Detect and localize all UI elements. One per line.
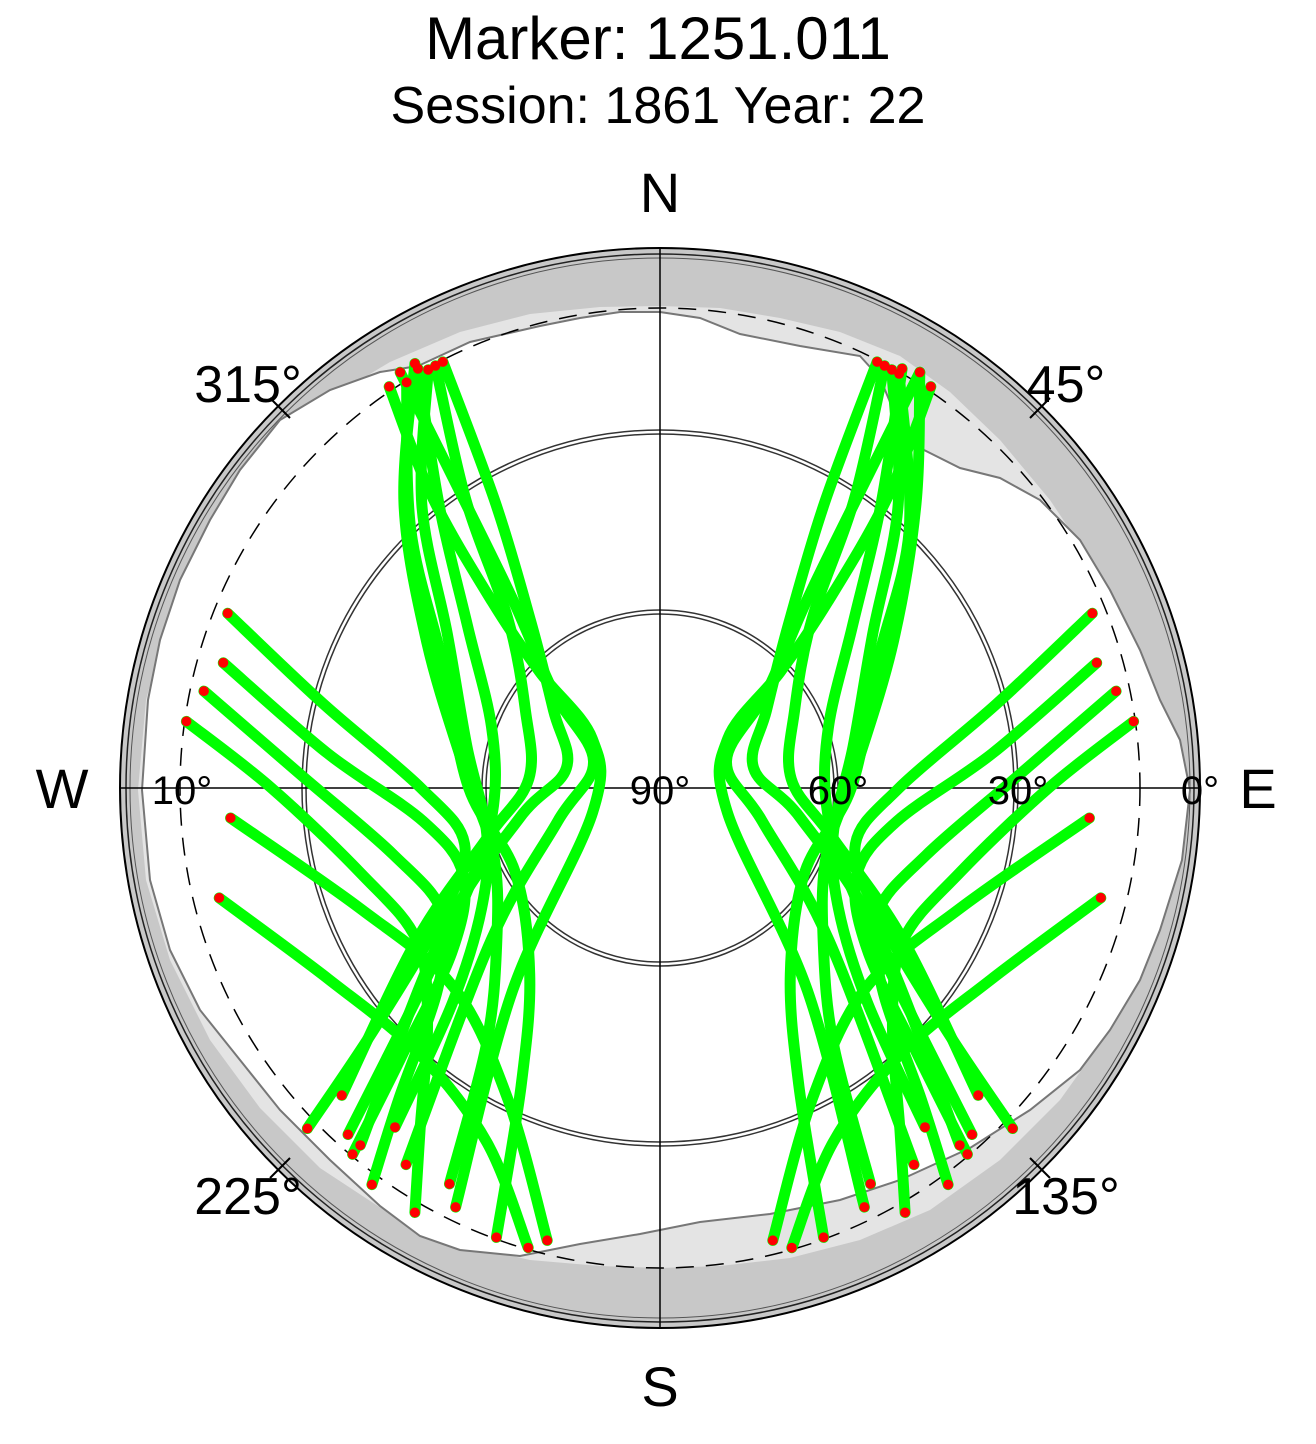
track-endpoint-15-set: [909, 1159, 919, 1170]
cardinal-n: N: [640, 161, 680, 224]
track-endpoint-13-set: [973, 1090, 984, 1101]
track-endpoint-4-rise: [412, 363, 423, 374]
elevation-label-10: 10°: [152, 769, 213, 813]
track-endpoint-12-set: [967, 1129, 977, 1140]
satellite-track-3: [389, 364, 494, 1133]
track-endpoint-28-rise: [1084, 813, 1095, 823]
satellite-track-6: [354, 356, 574, 1151]
track-endpoint-23-set: [962, 1149, 973, 1160]
track-endpoint-7-rise: [395, 367, 406, 378]
track-endpoint-1-set: [491, 1232, 502, 1243]
track-endpoint-17-rise: [181, 716, 192, 727]
track-endpoint-8-set: [450, 1202, 461, 1213]
satellite-track-11: [826, 364, 931, 1133]
track-endpoint-16-set: [859, 1202, 870, 1213]
satellite-track-26: [786, 892, 1107, 1254]
satellite-track-7: [394, 366, 599, 1171]
satellite-track-21: [886, 715, 1140, 1218]
track-endpoint-18-set: [366, 1179, 377, 1190]
track-endpoint-26-set: [786, 1242, 797, 1253]
satellite-track-27: [225, 812, 553, 1246]
elevation-label-30: 30°: [988, 769, 1049, 813]
track-endpoint-19-set: [347, 1149, 358, 1160]
satellite-track-16: [713, 381, 937, 1213]
azimuth-label-315: 315°: [194, 356, 302, 414]
track-endpoint-26-rise: [1095, 892, 1106, 903]
track-endpoint-5-set: [336, 1090, 347, 1101]
track-endpoint-10-set: [865, 1178, 876, 1189]
azimuth-tick-315: [269, 397, 291, 419]
satellite-track-20: [222, 607, 471, 1134]
azimuth-tick-45: [1029, 397, 1051, 419]
satellite-tracks: [180, 356, 1140, 1254]
track-endpoint-4-set: [343, 1129, 353, 1140]
track-endpoint-9-set: [818, 1232, 829, 1243]
azimuth-tick-135: [1029, 1157, 1051, 1179]
track-endpoint-7-set: [401, 1159, 411, 1170]
track-endpoint-8-rise: [384, 381, 395, 392]
elevation-label-90: 90°: [630, 769, 691, 813]
cardinal-s: S: [641, 1355, 678, 1418]
track-endpoint-13-rise: [879, 360, 890, 371]
track-endpoint-25-set: [523, 1242, 534, 1253]
elevation-label-60: 60°: [808, 769, 869, 813]
track-endpoint-14-rise: [872, 356, 883, 367]
track-endpoint-16-rise: [925, 381, 936, 392]
track-endpoint-28-set: [767, 1235, 778, 1246]
satellite-track-25: [213, 892, 534, 1254]
track-endpoint-21-rise: [1128, 716, 1139, 727]
chart-title: Marker: 1251.011: [425, 5, 891, 72]
satellite-track-8: [383, 381, 607, 1213]
track-endpoint-27-set: [542, 1235, 553, 1246]
azimuth-tick-225: [269, 1157, 291, 1179]
track-endpoint-20-rise: [222, 608, 233, 619]
track-endpoint-24-rise: [1087, 608, 1098, 619]
satellite-track-17: [180, 715, 434, 1218]
track-endpoint-11-set: [920, 1122, 930, 1133]
track-endpoint-19-rise: [218, 657, 229, 668]
satellite-track-24: [849, 607, 1098, 1134]
chart-subtitle: Session: 1861 Year: 22: [390, 77, 926, 135]
azimuth-label-45: 45°: [1027, 356, 1106, 414]
track-endpoint-25-rise: [214, 892, 225, 903]
track-endpoint-23-rise: [1091, 657, 1102, 668]
satellite-track-15: [721, 366, 926, 1171]
track-endpoint-2-set: [444, 1178, 455, 1189]
track-endpoint-20-set: [302, 1123, 313, 1134]
track-endpoint-5-rise: [430, 360, 441, 371]
cardinal-e: E: [1239, 757, 1276, 820]
azimuth-label-225: 225°: [194, 1168, 302, 1226]
track-endpoint-24-set: [1007, 1123, 1018, 1134]
track-endpoint-22-set: [943, 1179, 954, 1190]
track-endpoints: [181, 356, 1139, 1253]
track-endpoint-3-set: [390, 1122, 400, 1133]
track-endpoint-12-rise: [897, 363, 908, 374]
track-endpoint-1-rise: [401, 377, 412, 388]
track-endpoint-17-set: [409, 1207, 420, 1218]
track-endpoint-6-set: [355, 1140, 366, 1151]
track-endpoint-27-rise: [225, 813, 236, 823]
track-endpoint-6-rise: [437, 356, 448, 367]
cardinal-w: W: [36, 757, 89, 820]
satellite-track-14: [746, 356, 966, 1151]
track-endpoint-18-rise: [198, 686, 209, 697]
track-endpoint-21-set: [900, 1207, 911, 1218]
satellite-track-28: [767, 812, 1095, 1246]
track-endpoint-22-rise: [1111, 686, 1122, 697]
track-endpoint-14-set: [954, 1140, 965, 1151]
elevation-label-0: 0°: [1181, 769, 1219, 813]
azimuth-label-135: 135°: [1012, 1168, 1120, 1226]
track-endpoint-15-rise: [914, 367, 925, 378]
